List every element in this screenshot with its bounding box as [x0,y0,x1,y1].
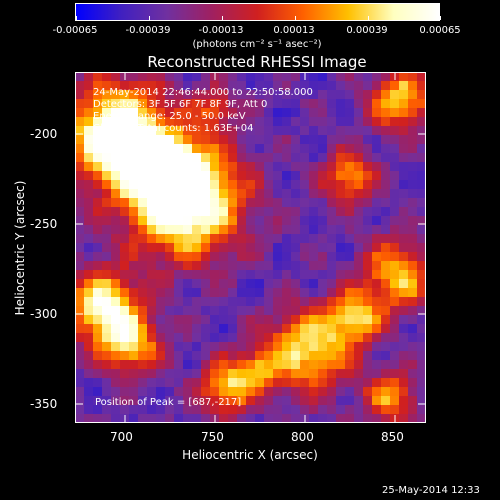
detectors-text: Detectors: 3F 5F 6F 7F 8F 9F, Att 0 [93,99,268,110]
colorbar-tick-label: 0.00065 [419,25,461,36]
colorbar-tick [222,16,223,20]
colorbar-tick-label: -0.00039 [125,25,171,36]
x-axis-label: Heliocentric X (arcsec) [182,448,318,462]
solar-image [75,72,426,423]
y-tick-label: -300 [30,307,58,321]
colorbar [75,3,441,21]
y-axis-label: Heliocentric Y (arcsec) [13,180,27,316]
colorbar-tick-label: -0.00013 [198,25,244,36]
colorbar-tick [368,16,369,20]
peak-position-text: Position of Peak = [687,-217] [95,397,242,408]
clean-counts-text: Clean Total counts: 1.63E+04 [93,123,254,134]
x-tick-label: 750 [201,430,224,444]
colorbar-units: (photons cm⁻² s⁻¹ asec⁻²) [192,39,322,50]
colorbar-tick [76,16,77,20]
colorbar-tick [440,16,441,20]
solar-image-canvas [75,72,426,423]
footer-timestamp: 25-May-2014 12:33 [382,485,480,496]
colorbar-tick-label: 0.00039 [346,25,388,36]
colorbar-tick [295,16,296,20]
y-tick-label: -350 [30,397,58,411]
plot-frame [75,72,426,423]
y-tick-label: -200 [30,127,58,141]
image-title: Reconstructed RHESSI Image [147,53,367,71]
energy-range-text: Energy Range: 25.0 - 50.0 keV [93,111,246,122]
x-tick-label: 700 [110,430,133,444]
x-tick-label: 850 [381,430,404,444]
colorbar-tick [149,16,150,20]
colorbar-tick-label: 0.00013 [273,25,315,36]
time-range-text: 24-May-2014 22:46:44.000 to 22:50:58.000 [93,87,313,98]
colorbar-tick-label: -0.00065 [52,25,98,36]
x-tick-label: 800 [291,430,314,444]
y-tick-label: -250 [30,217,58,231]
